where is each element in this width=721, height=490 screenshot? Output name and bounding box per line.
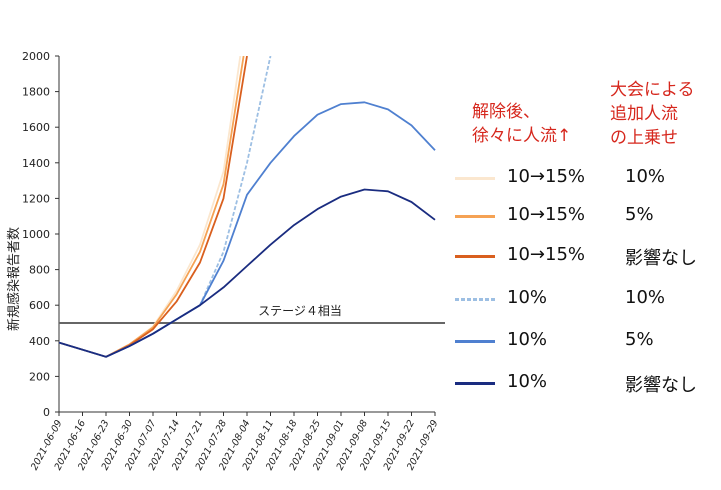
- y-tick-label: 2000: [22, 50, 50, 63]
- legend-label-extra: 影響なし: [625, 248, 697, 269]
- y-tick-label: 400: [29, 335, 50, 348]
- y-tick-label: 1800: [22, 86, 50, 99]
- legend-header-olympics-flow: 大会による 追加人流 の上乗せ: [610, 80, 695, 148]
- reference-line-label: ステージ４相当: [258, 304, 342, 318]
- legend-label-trend: 10→15%: [507, 244, 585, 265]
- legend-label-trend: 10%: [507, 371, 548, 392]
- y-tick-label: 1400: [22, 157, 50, 170]
- legend-label-trend: 10→15%: [507, 166, 585, 187]
- legend-label-extra: 10%: [625, 287, 666, 308]
- y-axis-label: 新規感染報告者数: [6, 227, 22, 331]
- y-tick-label: 600: [29, 299, 50, 312]
- series-line: [59, 56, 242, 358]
- series-line: [59, 101, 436, 358]
- y-tick-label: 1000: [22, 228, 50, 241]
- series-line: [59, 56, 248, 358]
- y-tick-label: 1200: [22, 192, 50, 205]
- y-tick-label: 0: [43, 406, 50, 419]
- legend-label-trend: 10%: [507, 329, 548, 350]
- legend-label-extra: 5%: [625, 204, 654, 225]
- legend-swatch: [455, 215, 495, 218]
- y-tick-label: 200: [29, 370, 50, 383]
- series-line: [59, 188, 436, 358]
- legend-label-extra: 影響なし: [625, 375, 697, 396]
- legend-label-trend: 10→15%: [507, 204, 585, 225]
- legend-swatch: [455, 298, 495, 301]
- legend-label-trend: 10%: [507, 287, 548, 308]
- y-tick-label: 1600: [22, 121, 50, 134]
- legend-label-extra: 10%: [625, 166, 666, 187]
- legend-swatch: [455, 340, 495, 343]
- legend-swatch: [455, 177, 495, 180]
- legend-header-post-lifting: 解除後、 徐々に人流↑: [472, 102, 572, 146]
- series-line: [59, 56, 245, 358]
- y-tick-label: 800: [29, 264, 50, 277]
- legend-swatch: [455, 255, 495, 258]
- legend-swatch: [455, 382, 495, 385]
- legend-label-extra: 5%: [625, 329, 654, 350]
